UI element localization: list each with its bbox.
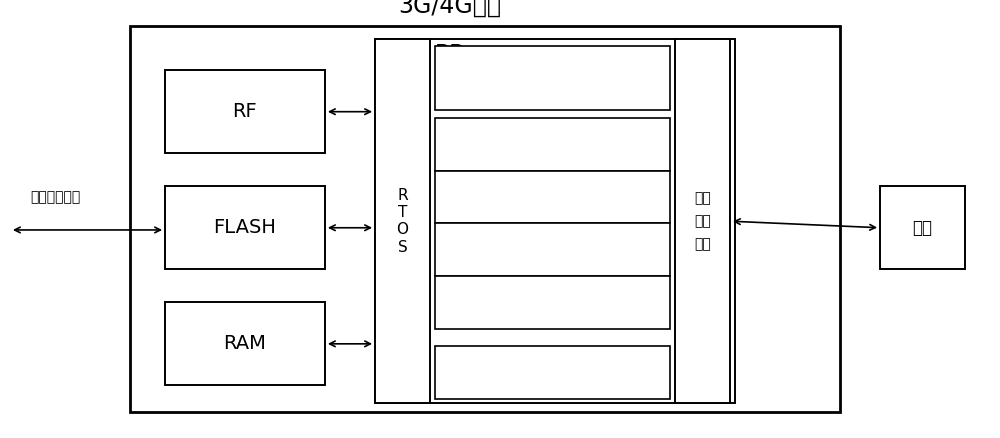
Bar xyxy=(375,39,735,403)
Text: RF: RF xyxy=(233,102,257,121)
Text: 脚本解释器单元: 脚本解释器单元 xyxy=(526,191,579,204)
Text: 射频控制单元: 射频控制单元 xyxy=(530,366,575,379)
Text: RAM: RAM xyxy=(224,334,266,353)
Bar xyxy=(435,171,670,223)
Text: FLASH: FLASH xyxy=(214,218,276,237)
Text: 协议栈单元: 协议栈单元 xyxy=(534,296,571,309)
Bar xyxy=(435,46,670,110)
Bar xyxy=(880,186,965,269)
Bar xyxy=(435,223,670,276)
Bar xyxy=(165,70,325,153)
Text: BB: BB xyxy=(435,44,466,64)
Text: 脚本集单元: 脚本集单元 xyxy=(534,138,571,151)
Text: 应用接口单元: 应用接口单元 xyxy=(530,243,575,256)
Text: R
T
O
S: R T O S xyxy=(396,187,409,255)
Text: 3G/4G模块: 3G/4G模块 xyxy=(398,0,501,18)
Text: 空中网络传输: 空中网络传输 xyxy=(30,190,80,204)
Bar xyxy=(165,302,325,385)
Bar xyxy=(435,276,670,328)
Bar xyxy=(435,346,670,399)
Bar xyxy=(675,39,730,403)
Text: 外设: 外设 xyxy=(912,219,932,237)
Bar xyxy=(375,39,430,403)
Bar xyxy=(130,26,840,412)
Text: 数据透传控制单元: 数据透传控制单元 xyxy=(522,71,582,84)
Text: 输入
输出
单元: 输入 输出 单元 xyxy=(694,191,711,251)
Bar xyxy=(435,118,670,171)
Bar xyxy=(165,186,325,269)
